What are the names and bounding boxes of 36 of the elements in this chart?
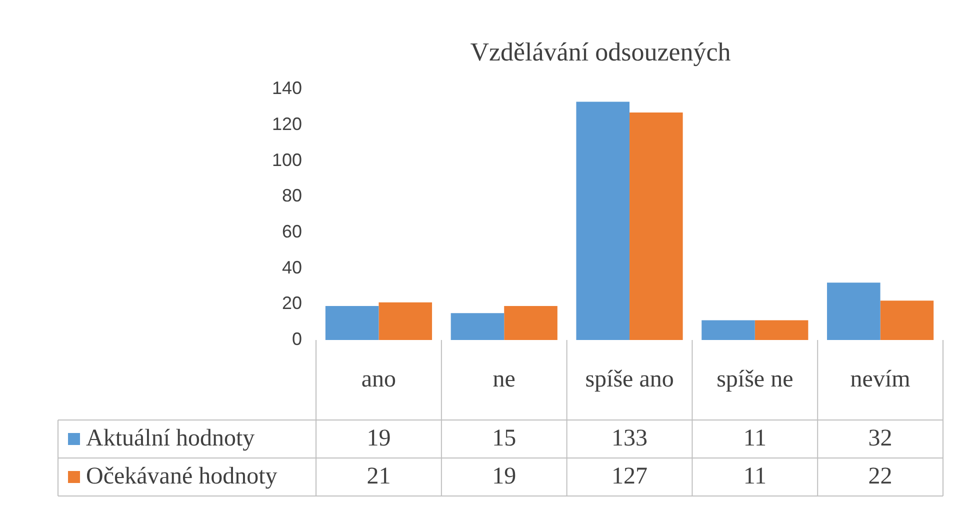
- y-tick-label: 60: [282, 221, 302, 242]
- data-label: 32: [868, 425, 892, 452]
- x-tick-label: spíše ano: [585, 366, 674, 392]
- bar: [630, 112, 683, 340]
- bar: [450, 313, 504, 340]
- x-tick-label: ano: [361, 366, 396, 392]
- bar: [576, 102, 630, 340]
- data-label: 133: [612, 425, 648, 452]
- x-tick-label: spíše ne: [716, 366, 794, 392]
- data-label: 19: [366, 425, 391, 452]
- x-tick-label: nevím: [850, 366, 911, 392]
- data-label: 15: [492, 425, 516, 452]
- bar: [827, 282, 880, 340]
- bar: [378, 302, 432, 340]
- data-label: 22: [868, 463, 892, 490]
- x-tick-label: ne: [492, 366, 516, 392]
- chart-title: Vzdělávání odsouzených: [470, 37, 731, 66]
- y-tick-label: 140: [272, 78, 302, 98]
- y-tick-label: 0: [292, 328, 302, 349]
- y-tick-label: 20: [282, 293, 302, 314]
- y-tick-label: 100: [272, 150, 302, 170]
- data-label: 21: [366, 463, 391, 490]
- bar: [325, 306, 379, 340]
- data-label: 11: [743, 425, 766, 452]
- data-label: 11: [743, 463, 766, 490]
- bar: [754, 320, 808, 340]
- y-tick-label: 80: [282, 186, 302, 206]
- y-tick-label: 40: [282, 257, 302, 278]
- bar: [880, 300, 934, 340]
- bar: [504, 306, 558, 340]
- legend-label: Očekávané hodnoty: [86, 463, 278, 490]
- bar: [702, 320, 755, 340]
- data-label: 127: [612, 463, 648, 490]
- y-tick-label: 120: [272, 114, 302, 134]
- legend-label: Aktuální hodnoty: [86, 425, 255, 452]
- data-label: 19: [492, 463, 516, 490]
